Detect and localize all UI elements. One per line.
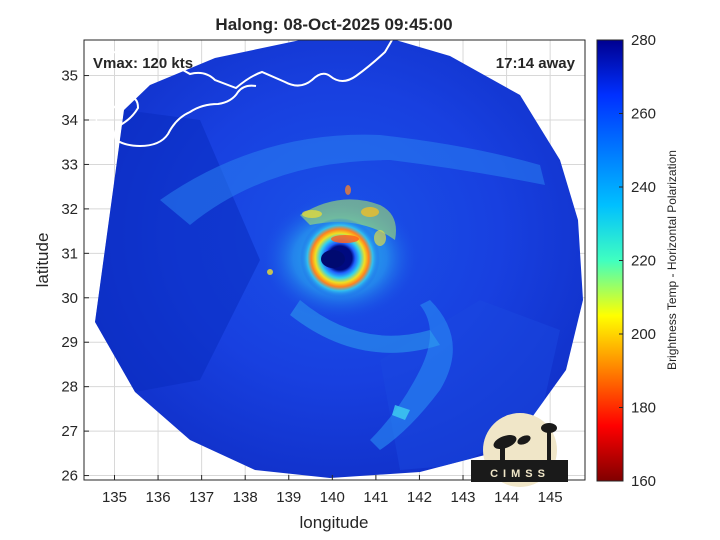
x-tick-label: 143 bbox=[451, 489, 476, 506]
y-tick-label: 33 bbox=[61, 156, 78, 173]
cimss-logo-text: CIMSS bbox=[490, 468, 550, 480]
y-tick-label: 29 bbox=[61, 334, 78, 351]
x-tick-label: 137 bbox=[189, 489, 214, 506]
colorbar-label: Brightness Temp - Horizontal Polarizatio… bbox=[665, 150, 679, 370]
water-tower-icon bbox=[547, 430, 551, 460]
y-axis-ticks: 26 27 28 29 30 31 32 33 34 35 bbox=[61, 68, 89, 485]
satellite-dish-icon bbox=[493, 435, 517, 449]
x-tick-label: 139 bbox=[276, 489, 301, 506]
y-tick-label: 28 bbox=[61, 379, 78, 396]
x-tick-label: 135 bbox=[102, 489, 127, 506]
x-tick-label: 144 bbox=[494, 489, 519, 506]
colorbar-tick-label: 160 bbox=[631, 473, 656, 490]
colorbar: 160 180 200 220 240 260 280 Brightness Temp - … bbox=[596, 32, 679, 490]
y-tick-label: 32 bbox=[61, 201, 78, 218]
colorbar-tick-label: 200 bbox=[631, 326, 656, 343]
colorbar-tick-label: 180 bbox=[631, 400, 656, 417]
x-tick-label: 141 bbox=[363, 489, 388, 506]
time-away-annotation: 17:14 away bbox=[496, 55, 576, 72]
vmax-annotation: Vmax: 120 kts bbox=[93, 55, 193, 72]
coastline bbox=[84, 40, 393, 90]
colorbar-gradient bbox=[596, 39, 624, 482]
x-tick-label: 136 bbox=[146, 489, 171, 506]
cimss-logo: CIMSS bbox=[471, 413, 568, 487]
y-tick-label: 34 bbox=[61, 112, 78, 129]
colorbar-tick-label: 260 bbox=[631, 106, 656, 123]
colorbar-tick-label: 220 bbox=[631, 253, 656, 270]
x-axis-ticks: 135 136 137 138 139 140 141 142 143 144 145 bbox=[102, 475, 563, 506]
brightness-temp-swath bbox=[84, 40, 583, 478]
colorbar-tick-label: 240 bbox=[631, 179, 656, 196]
y-tick-label: 31 bbox=[61, 245, 78, 262]
y-axis-label: latitude bbox=[33, 233, 52, 288]
x-tick-label: 138 bbox=[233, 489, 258, 506]
x-tick-label: 140 bbox=[320, 489, 345, 506]
x-tick-label: 145 bbox=[538, 489, 563, 506]
y-tick-label: 35 bbox=[61, 68, 78, 85]
chart-title: Halong: 08-Oct-2025 09:45:00 bbox=[215, 15, 452, 34]
x-axis-label: longitude bbox=[299, 513, 368, 532]
colorbar-tick-label: 280 bbox=[631, 32, 656, 49]
y-tick-label: 27 bbox=[61, 423, 78, 440]
colorbar-ticks: 160 180 200 220 240 260 280 bbox=[619, 32, 656, 490]
y-tick-label: 26 bbox=[61, 468, 78, 485]
y-tick-label: 30 bbox=[61, 290, 78, 307]
x-tick-label: 142 bbox=[407, 489, 432, 506]
